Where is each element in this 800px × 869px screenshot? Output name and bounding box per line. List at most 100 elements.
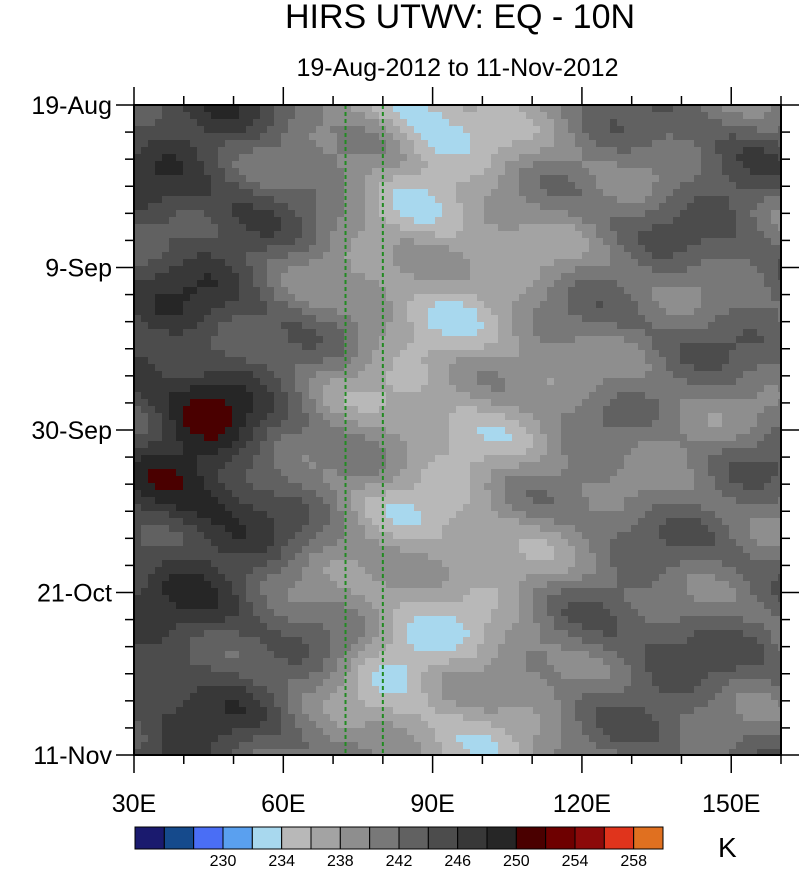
heatmap-cell	[666, 210, 674, 218]
heatmap-cell	[757, 266, 765, 274]
heatmap-cell	[204, 259, 212, 267]
heatmap-cell	[554, 448, 562, 456]
heatmap-cell	[610, 315, 618, 323]
heatmap-cell	[778, 294, 781, 302]
heatmap-cell	[176, 119, 184, 127]
heatmap-cell	[694, 357, 702, 365]
heatmap-cell	[148, 364, 156, 372]
heatmap-cell	[715, 462, 723, 470]
heatmap-cell	[554, 217, 562, 225]
heatmap-cell	[743, 322, 751, 330]
heatmap-cell	[253, 259, 261, 267]
heatmap-cell	[435, 189, 443, 197]
heatmap-cell	[659, 420, 667, 428]
heatmap-cell	[148, 280, 156, 288]
heatmap-cell	[260, 112, 268, 120]
heatmap-cell	[183, 259, 191, 267]
heatmap-cell	[442, 273, 450, 281]
heatmap-cell	[190, 455, 198, 463]
heatmap-cell	[645, 350, 653, 358]
heatmap-cell	[589, 315, 597, 323]
heatmap-cell	[414, 301, 422, 309]
heatmap-cell	[428, 217, 436, 225]
heatmap-cell	[449, 287, 457, 295]
heatmap-cell	[617, 364, 625, 372]
heatmap-cell	[260, 455, 268, 463]
heatmap-cell	[575, 252, 583, 260]
heatmap-cell	[442, 392, 450, 400]
heatmap-cell	[274, 462, 282, 470]
heatmap-cell	[771, 259, 779, 267]
heatmap-cell	[624, 259, 632, 267]
heatmap-cell	[519, 392, 527, 400]
heatmap-cell	[491, 455, 499, 463]
heatmap-cell	[463, 462, 471, 470]
heatmap-cell	[624, 371, 632, 379]
heatmap-cell	[183, 161, 191, 169]
heatmap-cell	[372, 168, 380, 176]
heatmap-cell	[232, 441, 240, 449]
heatmap-cell	[624, 154, 632, 162]
heatmap-cell	[652, 322, 660, 330]
heatmap-cell	[421, 238, 429, 246]
heatmap-cell	[729, 301, 737, 309]
heatmap-cell	[330, 378, 338, 386]
heatmap-cell	[575, 448, 583, 456]
heatmap-cell	[435, 112, 443, 120]
heatmap-cell	[456, 427, 464, 435]
heatmap-cell	[239, 287, 247, 295]
heatmap-cell	[477, 203, 485, 211]
heatmap-cell	[407, 203, 415, 211]
heatmap-cell	[575, 392, 583, 400]
heatmap-cell	[638, 175, 646, 183]
heatmap-cell	[267, 308, 275, 316]
heatmap-cell	[638, 210, 646, 218]
heatmap-cell	[673, 413, 681, 421]
heatmap-cell	[470, 462, 478, 470]
heatmap-cell	[393, 259, 401, 267]
heatmap-cell	[589, 329, 597, 337]
heatmap-cell	[211, 392, 219, 400]
heatmap-cell	[344, 133, 352, 141]
heatmap-cell	[533, 413, 541, 421]
heatmap-cell	[729, 168, 737, 176]
heatmap-cell	[449, 294, 457, 302]
heatmap-cell	[141, 175, 149, 183]
heatmap-cell	[358, 308, 366, 316]
heatmap-cell	[575, 364, 583, 372]
heatmap-cell	[148, 126, 156, 134]
heatmap-cell	[743, 210, 751, 218]
heatmap-cell	[456, 168, 464, 176]
heatmap-cell	[162, 231, 170, 239]
heatmap-cell	[561, 140, 569, 148]
heatmap-cell	[456, 140, 464, 148]
heatmap-cell	[302, 168, 310, 176]
heatmap-cell	[323, 105, 331, 113]
heatmap-cell	[295, 434, 303, 442]
heatmap-cell	[673, 126, 681, 134]
heatmap-cell	[337, 196, 345, 204]
heatmap-cell	[351, 280, 359, 288]
heatmap-cell	[463, 210, 471, 218]
heatmap-cell	[267, 238, 275, 246]
heatmap-cell	[561, 364, 569, 372]
heatmap-cell	[743, 133, 751, 141]
heatmap-cell	[680, 273, 688, 281]
heatmap-cell	[162, 287, 170, 295]
heatmap-cell	[190, 182, 198, 190]
heatmap-cell	[645, 189, 653, 197]
heatmap-cell	[148, 182, 156, 190]
heatmap-cell	[365, 273, 373, 281]
heatmap-cell	[295, 469, 303, 477]
heatmap-cell	[596, 203, 604, 211]
heatmap-cell	[183, 336, 191, 344]
heatmap-cell	[526, 105, 534, 113]
heatmap-cell	[554, 413, 562, 421]
heatmap-cell	[316, 189, 324, 197]
heatmap-cell	[533, 161, 541, 169]
heatmap-cell	[617, 259, 625, 267]
heatmap-cell	[141, 434, 149, 442]
heatmap-cell	[463, 413, 471, 421]
heatmap-cell	[260, 245, 268, 253]
heatmap-cell	[281, 126, 289, 134]
